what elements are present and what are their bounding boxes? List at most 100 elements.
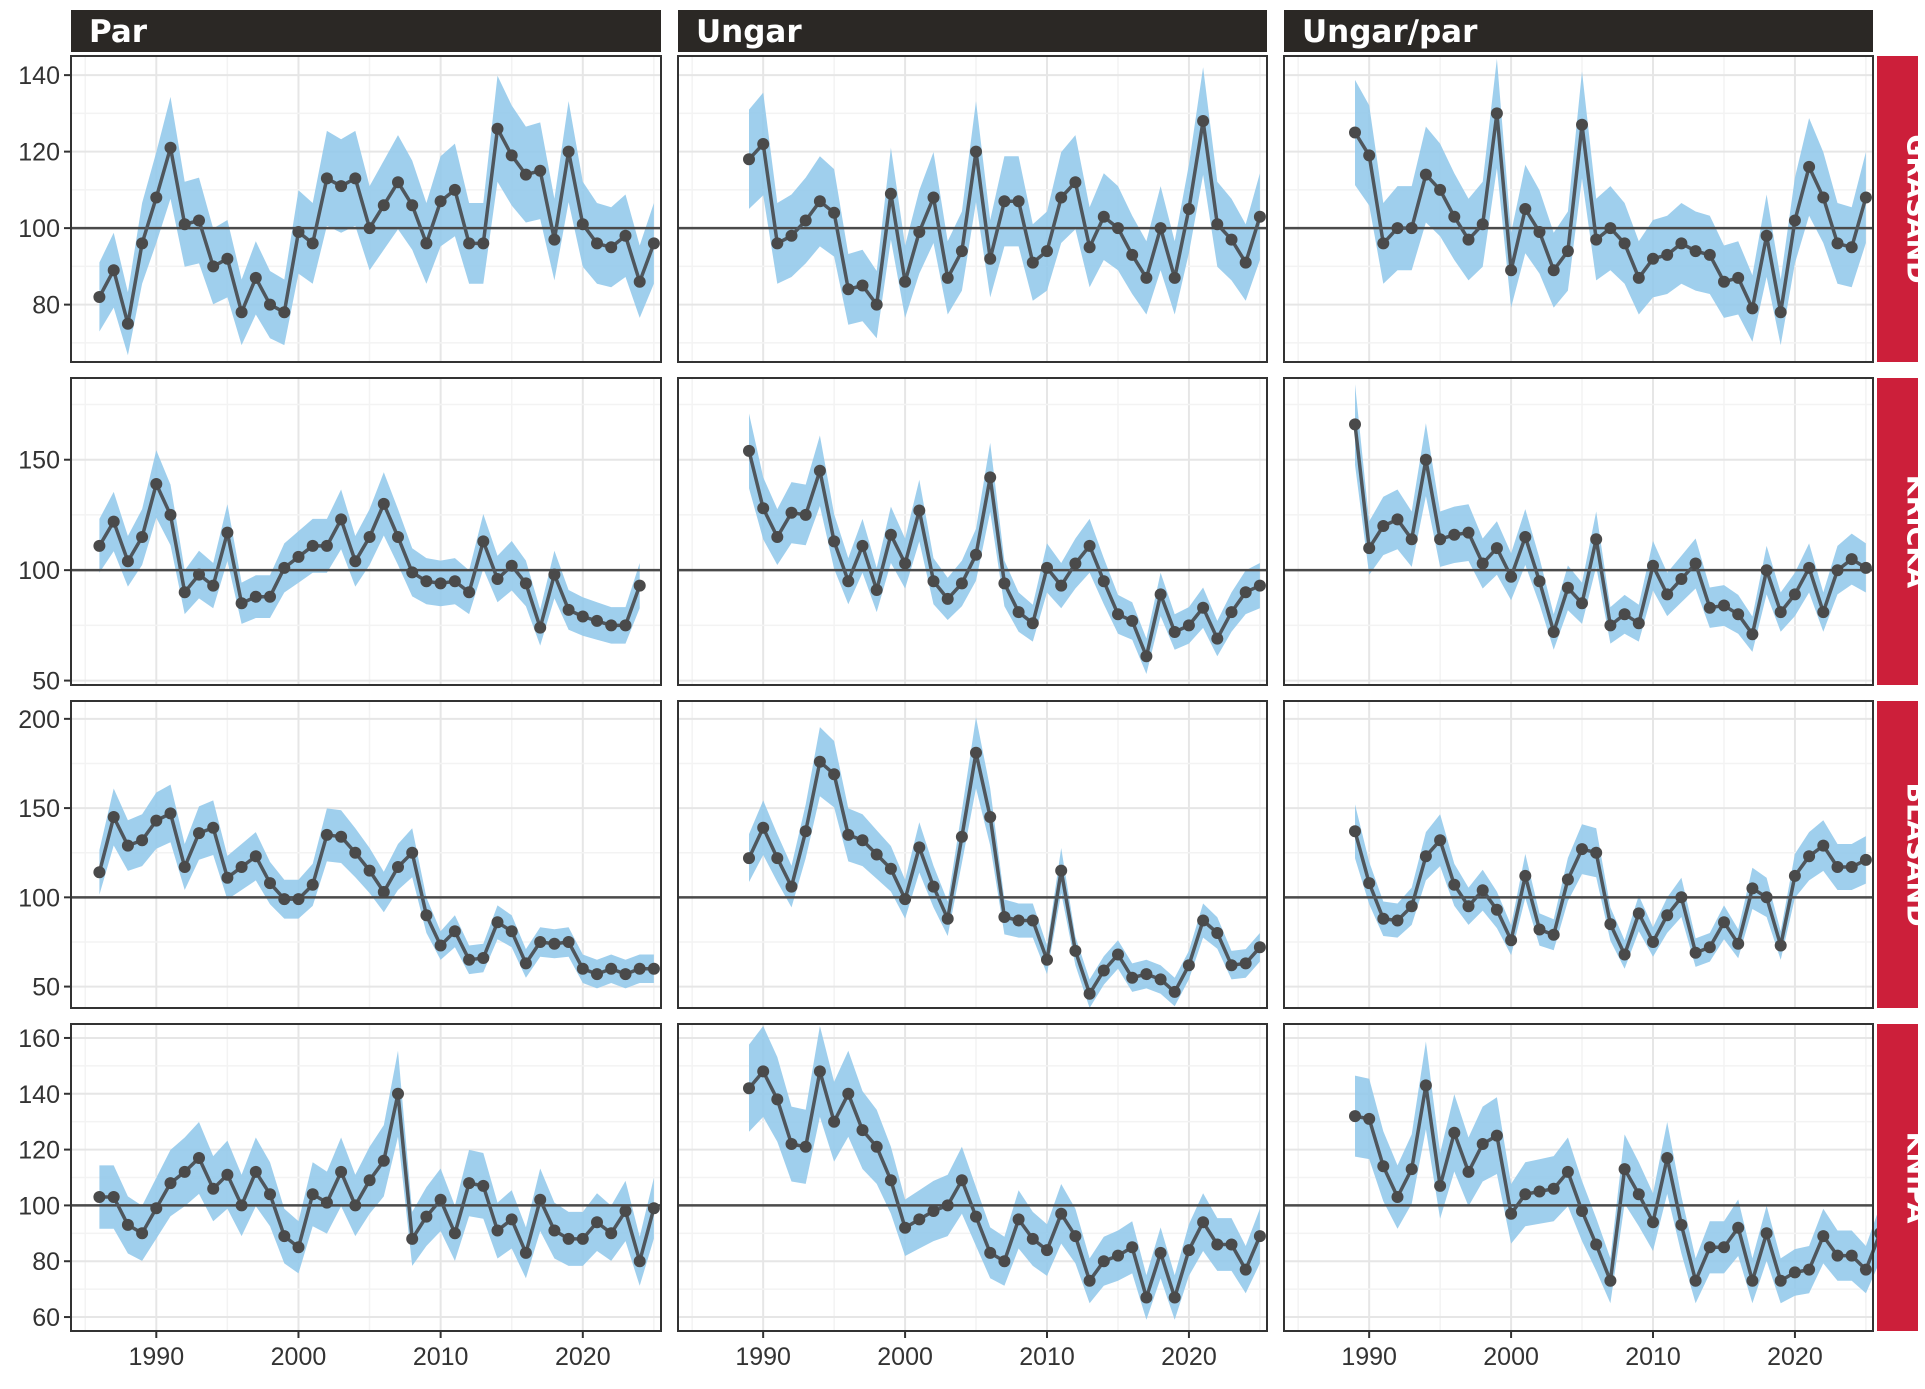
data-point-1992	[178, 1165, 191, 1178]
panel-knipa-ungar-par	[1283, 1023, 1874, 1332]
data-point-2017	[1140, 968, 1153, 981]
data-point-2020	[576, 1232, 589, 1245]
data-point-2018	[548, 1224, 561, 1237]
data-point-2012	[463, 586, 476, 599]
data-point-2021	[591, 968, 603, 981]
data-point-1993	[1405, 533, 1418, 546]
data-point-2023	[1831, 1249, 1844, 1262]
data-point-2009	[1632, 907, 1645, 920]
data-point-1994	[207, 821, 220, 834]
data-point-2002	[1533, 575, 1546, 588]
data-point-2006	[1590, 846, 1603, 859]
data-point-2020	[1182, 1244, 1195, 1257]
row-strip-kricka	[1877, 378, 1918, 685]
data-point-2021	[1197, 601, 1210, 614]
data-point-2020	[576, 962, 589, 975]
data-point-1997	[249, 271, 262, 284]
confidence-ribbon	[1355, 384, 1866, 652]
series-line-kricka-ungar-par	[1353, 424, 1867, 636]
data-point-2003	[1547, 928, 1560, 941]
data-point-1990	[757, 502, 770, 515]
data-point-2008	[1012, 914, 1025, 927]
row-label: GRÄSAND	[1901, 134, 1925, 283]
data-point-1996	[1448, 210, 1461, 223]
data-point-2013	[1689, 1274, 1702, 1287]
data-point-1991	[771, 852, 784, 865]
data-point-2000	[292, 1241, 305, 1254]
data-point-1992	[785, 229, 798, 242]
data-point-2006	[1590, 233, 1603, 246]
data-point-1995	[1434, 834, 1447, 847]
data-point-2005	[970, 746, 982, 759]
data-point-1990	[757, 1065, 770, 1078]
data-point-2024	[1239, 957, 1252, 970]
data-point-2006	[1590, 533, 1603, 546]
y-tick-label: 100	[18, 557, 60, 585]
data-point-2016	[519, 1246, 532, 1259]
y-tick-label: 100	[18, 1192, 60, 1220]
data-point-2010	[434, 939, 447, 952]
data-point-1998	[870, 584, 883, 596]
data-point-2002	[320, 172, 333, 185]
data-point-1997	[249, 1165, 262, 1178]
data-point-2000	[1505, 264, 1518, 277]
data-point-1998	[264, 590, 276, 603]
data-point-2011	[448, 1227, 461, 1240]
data-point-2005	[970, 548, 982, 561]
data-point-2021	[1197, 1216, 1210, 1229]
data-point-2015	[505, 149, 518, 162]
data-point-2025	[1859, 561, 1872, 574]
data-point-2007	[1604, 918, 1617, 931]
data-point-2012	[463, 953, 476, 966]
row-label: KRICKA	[1901, 475, 1925, 588]
data-point-2000	[292, 550, 305, 563]
data-point-2010	[1041, 245, 1053, 258]
data-point-2014	[1703, 1241, 1716, 1254]
data-point-1987	[107, 811, 120, 823]
data-point-2005	[1576, 118, 1588, 131]
data-point-2021	[591, 1216, 603, 1229]
data-point-2016	[519, 168, 532, 181]
data-point-2011	[1055, 1207, 1068, 1220]
data-point-2001	[913, 841, 926, 854]
data-point-2015	[505, 925, 518, 938]
data-point-1994	[1419, 168, 1432, 181]
data-point-1993	[1405, 222, 1418, 235]
data-point-2013	[477, 1179, 490, 1192]
data-point-2012	[463, 1177, 476, 1190]
data-point-1995	[221, 871, 234, 884]
data-point-1993	[193, 214, 205, 227]
data-point-1992	[785, 880, 798, 893]
data-point-2017	[1140, 650, 1153, 663]
data-point-1998	[1476, 557, 1489, 570]
data-point-2025	[1253, 210, 1266, 223]
data-point-2020	[576, 218, 589, 231]
data-point-2002	[1533, 923, 1546, 936]
data-point-1995	[221, 1168, 234, 1181]
data-point-2017	[1746, 1274, 1759, 1287]
panel-kricka-par	[70, 377, 662, 686]
data-point-1987	[107, 1191, 120, 1203]
data-point-1997	[856, 279, 869, 292]
panel-blasand-ungar	[677, 700, 1268, 1009]
column-strip-ungar-par	[1284, 10, 1873, 52]
data-point-2006	[377, 886, 390, 898]
data-point-2004	[1561, 873, 1574, 886]
data-point-1986	[93, 866, 106, 879]
data-point-1989	[1349, 825, 1361, 838]
data-point-1992	[178, 586, 191, 599]
data-point-1991	[164, 141, 177, 154]
data-point-2006	[377, 199, 390, 212]
data-point-2003	[335, 513, 348, 526]
data-point-2024	[1845, 861, 1858, 873]
confidence-ribbon	[1355, 804, 1866, 969]
data-point-1989	[1349, 126, 1361, 139]
y-tick-label: 200	[18, 706, 60, 734]
data-point-2010	[434, 195, 447, 208]
data-point-2003	[941, 1199, 954, 1212]
data-point-1996	[1448, 528, 1461, 541]
data-point-2006	[984, 471, 997, 484]
data-point-2007	[998, 911, 1011, 923]
data-point-2006	[984, 252, 997, 265]
data-point-2017	[1746, 302, 1759, 315]
